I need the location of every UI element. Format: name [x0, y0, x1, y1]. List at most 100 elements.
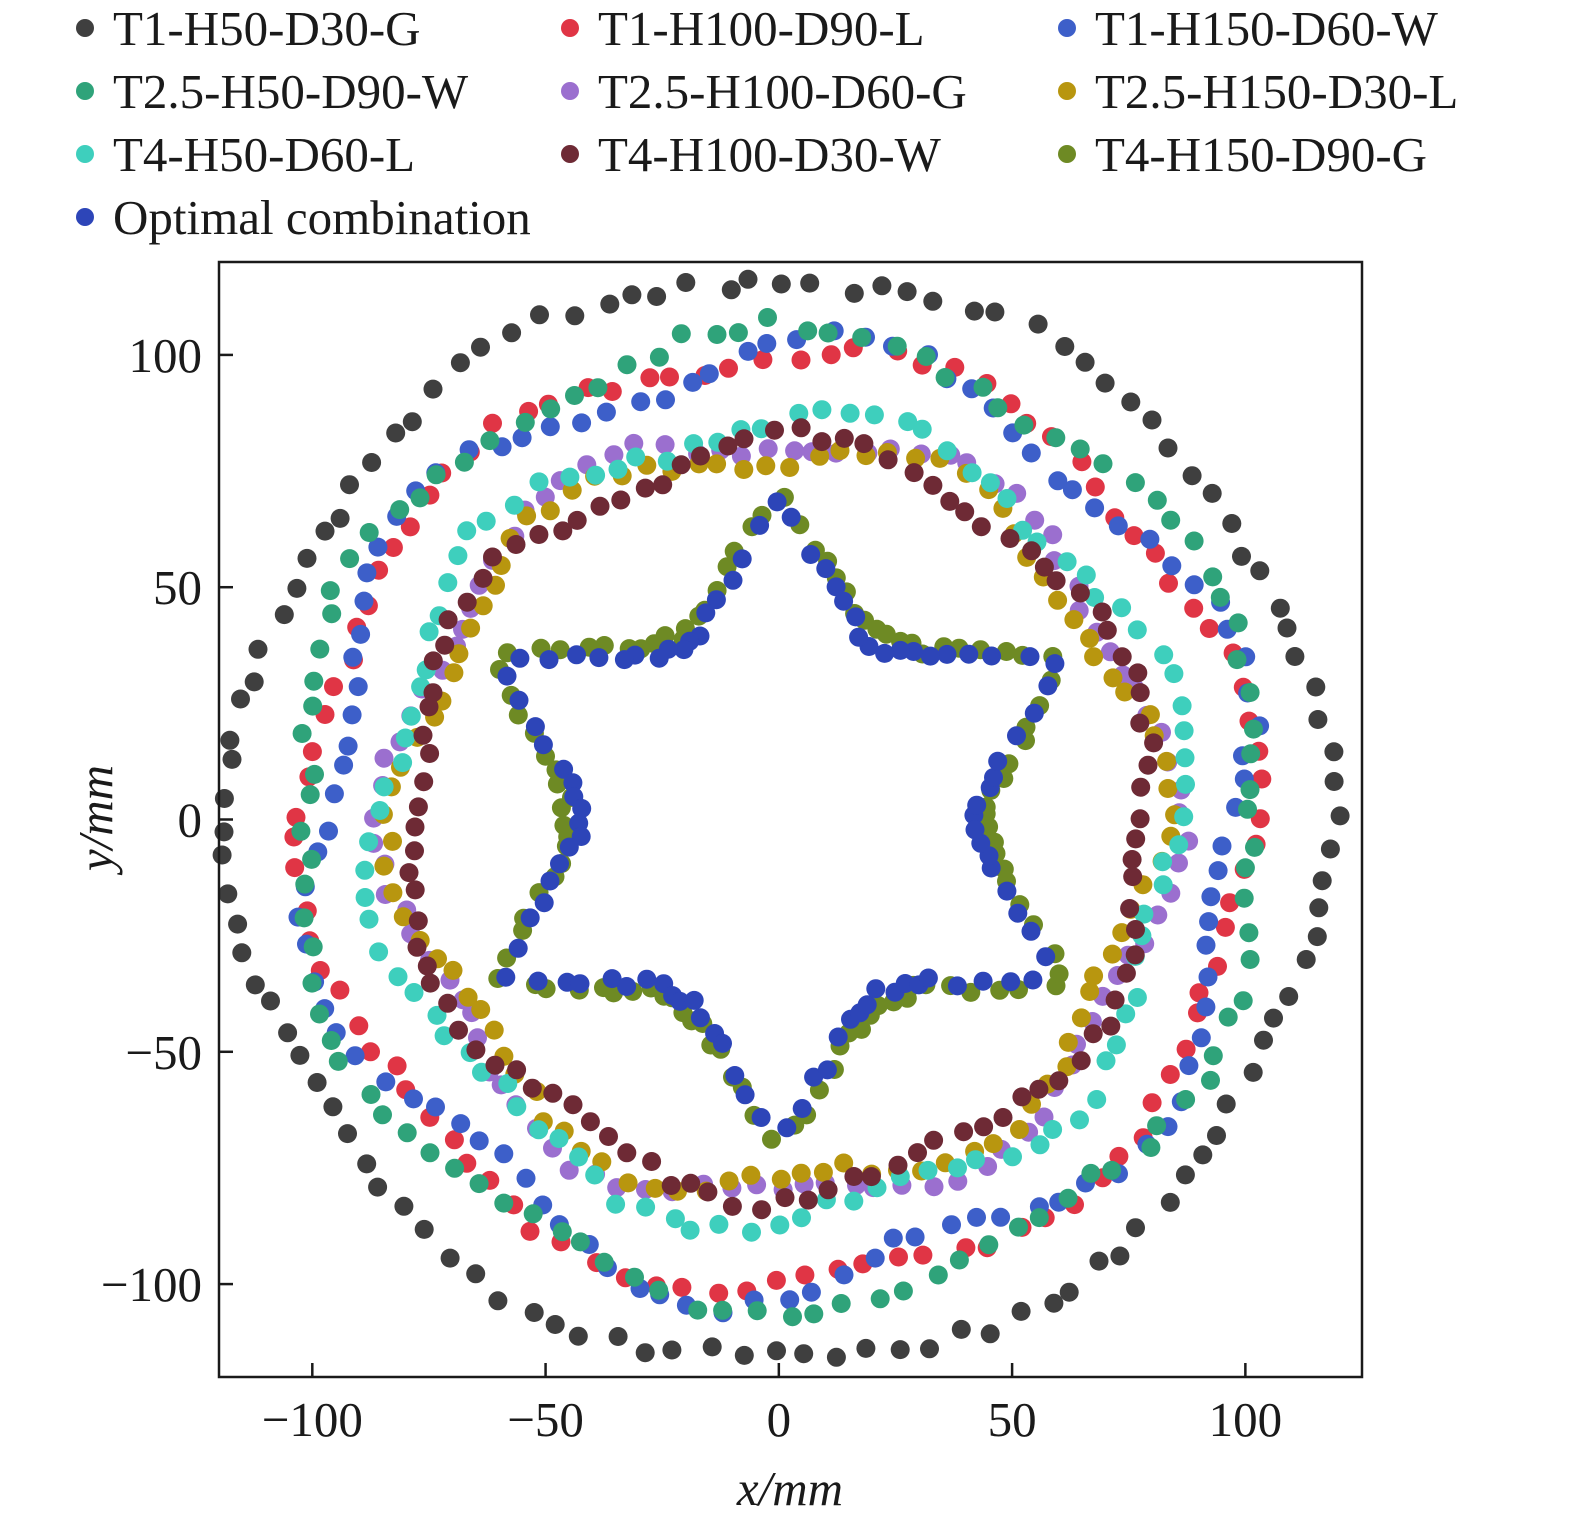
data-point [1210, 587, 1230, 607]
data-point [916, 347, 936, 366]
data-point [966, 1150, 985, 1170]
data-point [660, 367, 679, 387]
data-point [676, 273, 696, 292]
data-point [770, 1215, 790, 1235]
data-point [368, 1177, 388, 1197]
data-point [1064, 610, 1084, 630]
data-point [849, 627, 869, 647]
data-point [359, 909, 379, 929]
data-point [1147, 1116, 1167, 1136]
data-point [766, 1270, 786, 1290]
data-point [399, 863, 419, 883]
data-point [1264, 1008, 1283, 1028]
data-point [1234, 888, 1254, 908]
data-point [984, 768, 1003, 787]
data-point [438, 610, 458, 630]
data-point [1207, 1126, 1226, 1145]
data-point [738, 269, 758, 289]
data-point [1102, 1160, 1122, 1180]
data-point [800, 273, 820, 293]
data-point [1320, 839, 1340, 859]
data-point [1250, 561, 1270, 581]
data-point [231, 689, 250, 709]
data-point [1105, 990, 1125, 1010]
data-point [466, 1264, 486, 1284]
data-point [302, 849, 322, 869]
data-point [709, 1214, 729, 1234]
data-point [602, 382, 622, 401]
data-point [649, 347, 669, 367]
data-point [397, 1123, 417, 1143]
data-point [386, 423, 406, 443]
data-point [212, 845, 232, 865]
data-point [691, 446, 710, 466]
data-point [846, 607, 866, 627]
data-point [388, 967, 408, 987]
data-point [444, 663, 464, 683]
data-point [322, 604, 342, 624]
data-point [525, 717, 545, 737]
legend-marker [1058, 145, 1076, 163]
data-point [1116, 1004, 1136, 1024]
data-point [775, 1188, 795, 1208]
data-point [302, 973, 322, 993]
data-point [821, 345, 841, 365]
data-point [908, 1143, 927, 1163]
data-point [1055, 337, 1075, 356]
data-point [1108, 516, 1128, 536]
data-point [343, 647, 363, 667]
data-point [1169, 853, 1188, 873]
data-point [405, 880, 425, 900]
data-point [1092, 602, 1112, 622]
data-point [636, 1197, 656, 1217]
data-point [361, 1085, 381, 1104]
data-point [1095, 373, 1115, 393]
data-point [890, 640, 910, 660]
data-point [690, 1008, 710, 1028]
data-point [330, 980, 350, 1000]
data-point [547, 774, 567, 794]
data-point [980, 473, 1000, 493]
data-point [1244, 719, 1263, 739]
data-point [1203, 567, 1223, 587]
data-point [510, 648, 530, 668]
legend-item: T4-H50-D60-L [76, 127, 415, 182]
data-point [988, 751, 1008, 771]
data-point [310, 639, 330, 659]
data-point [750, 515, 770, 535]
data-point [617, 977, 637, 996]
data-point [261, 991, 280, 1011]
data-point [617, 1143, 637, 1163]
data-point [512, 428, 532, 448]
data-point [248, 639, 268, 659]
data-point [324, 784, 344, 804]
data-point [340, 475, 359, 495]
data-point [383, 883, 403, 903]
data-point [1215, 917, 1235, 937]
data-point [448, 546, 468, 566]
data-point [285, 858, 305, 878]
data-point [244, 672, 264, 692]
legend-label: T1-H50-D30-G [113, 1, 421, 56]
data-point [1245, 837, 1264, 857]
data-point [304, 671, 324, 691]
data-point [303, 696, 323, 716]
data-point [1184, 575, 1204, 595]
data-point [394, 1196, 414, 1216]
data-point [414, 772, 434, 792]
data-point [563, 773, 583, 793]
data-point [550, 854, 569, 874]
data-point [1238, 799, 1257, 819]
data-point [401, 706, 421, 726]
data-point [604, 445, 624, 465]
data-point [707, 325, 727, 344]
data-point [1124, 526, 1144, 546]
data-point [1307, 927, 1327, 947]
data-point [791, 1163, 811, 1183]
data-point [1239, 923, 1259, 943]
data-point [1285, 647, 1305, 666]
data-point [504, 495, 524, 515]
data-point [563, 1095, 583, 1115]
x-tick-label: 50 [988, 1392, 1037, 1447]
data-point [338, 736, 358, 756]
